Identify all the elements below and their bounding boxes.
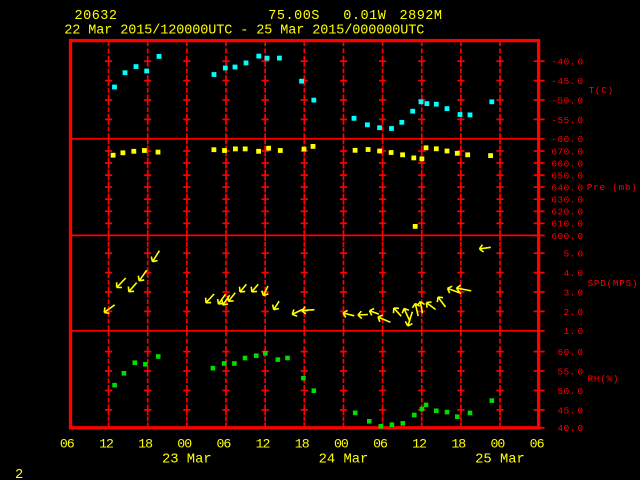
svg-text:75.00S: 75.00S (268, 9, 320, 24)
svg-text:2892M: 2892M (400, 9, 443, 24)
svg-text:T(C): T(C) (589, 85, 614, 96)
svg-text:18: 18 (138, 436, 153, 451)
svg-text:2: 2 (15, 468, 23, 480)
svg-text:5.0: 5. 0 (564, 249, 584, 260)
svg-text:55.0: 55. 0 (557, 366, 583, 377)
svg-text:0.01W: 0.01W (343, 9, 386, 24)
svg-text:12: 12 (412, 436, 426, 451)
svg-text:2.0: 2. 0 (564, 307, 584, 318)
svg-text:-45.0: -45. 0 (551, 76, 583, 87)
svg-text:610.0: 610. 0 (551, 219, 583, 230)
svg-text:06: 06 (60, 436, 75, 451)
svg-text:-55.0: -55. 0 (551, 115, 583, 126)
svg-text:60.0: 60. 0 (557, 347, 583, 358)
svg-text:650.0: 650. 0 (551, 171, 583, 182)
svg-text:50.0: 50. 0 (557, 386, 583, 397)
svg-text:00: 00 (490, 436, 505, 451)
svg-text:SPD(MPS): SPD(MPS) (588, 278, 639, 289)
svg-text:12: 12 (256, 436, 270, 451)
svg-text:640.0: 640. 0 (551, 183, 583, 194)
svg-text:620.0: 620. 0 (551, 207, 583, 218)
svg-text:40.0: 40. 0 (557, 423, 583, 434)
svg-text:670.0: 670. 0 (551, 146, 583, 157)
svg-text:45.0: 45. 0 (557, 405, 583, 416)
svg-text:00: 00 (177, 436, 192, 451)
svg-text:06: 06 (216, 436, 231, 451)
svg-text:18: 18 (295, 436, 310, 451)
svg-text:23 Mar: 23 Mar (162, 453, 212, 468)
svg-text:RH(%): RH(%) (588, 373, 620, 384)
svg-text:12: 12 (99, 436, 113, 451)
svg-text:4.0: 4. 0 (564, 268, 584, 279)
svg-text:600.0: 600. 0 (551, 231, 583, 242)
svg-text:-50.0: -50. 0 (551, 95, 583, 106)
svg-text:660.0: 660. 0 (551, 158, 583, 169)
svg-text:00: 00 (334, 436, 349, 451)
svg-text:22 Mar 2015/120000UTC - 25 Mar: 22 Mar 2015/120000UTC - 25 Mar 2015/0000… (64, 24, 424, 39)
svg-text:18: 18 (451, 436, 466, 451)
svg-text:Pre (mb): Pre (mb) (587, 182, 638, 193)
svg-text:-60.0: -60. 0 (551, 134, 583, 145)
svg-text:1.0: 1. 0 (564, 326, 584, 337)
svg-text:06: 06 (530, 436, 545, 451)
svg-text:20632: 20632 (75, 9, 118, 24)
svg-text:24 Mar: 24 Mar (319, 453, 369, 468)
svg-text:3.0: 3. 0 (564, 287, 584, 298)
svg-text:-40.0: -40. 0 (551, 57, 583, 68)
svg-text:630.0: 630. 0 (551, 195, 583, 206)
svg-text:06: 06 (373, 436, 388, 451)
svg-text:25 Mar: 25 Mar (475, 453, 525, 468)
